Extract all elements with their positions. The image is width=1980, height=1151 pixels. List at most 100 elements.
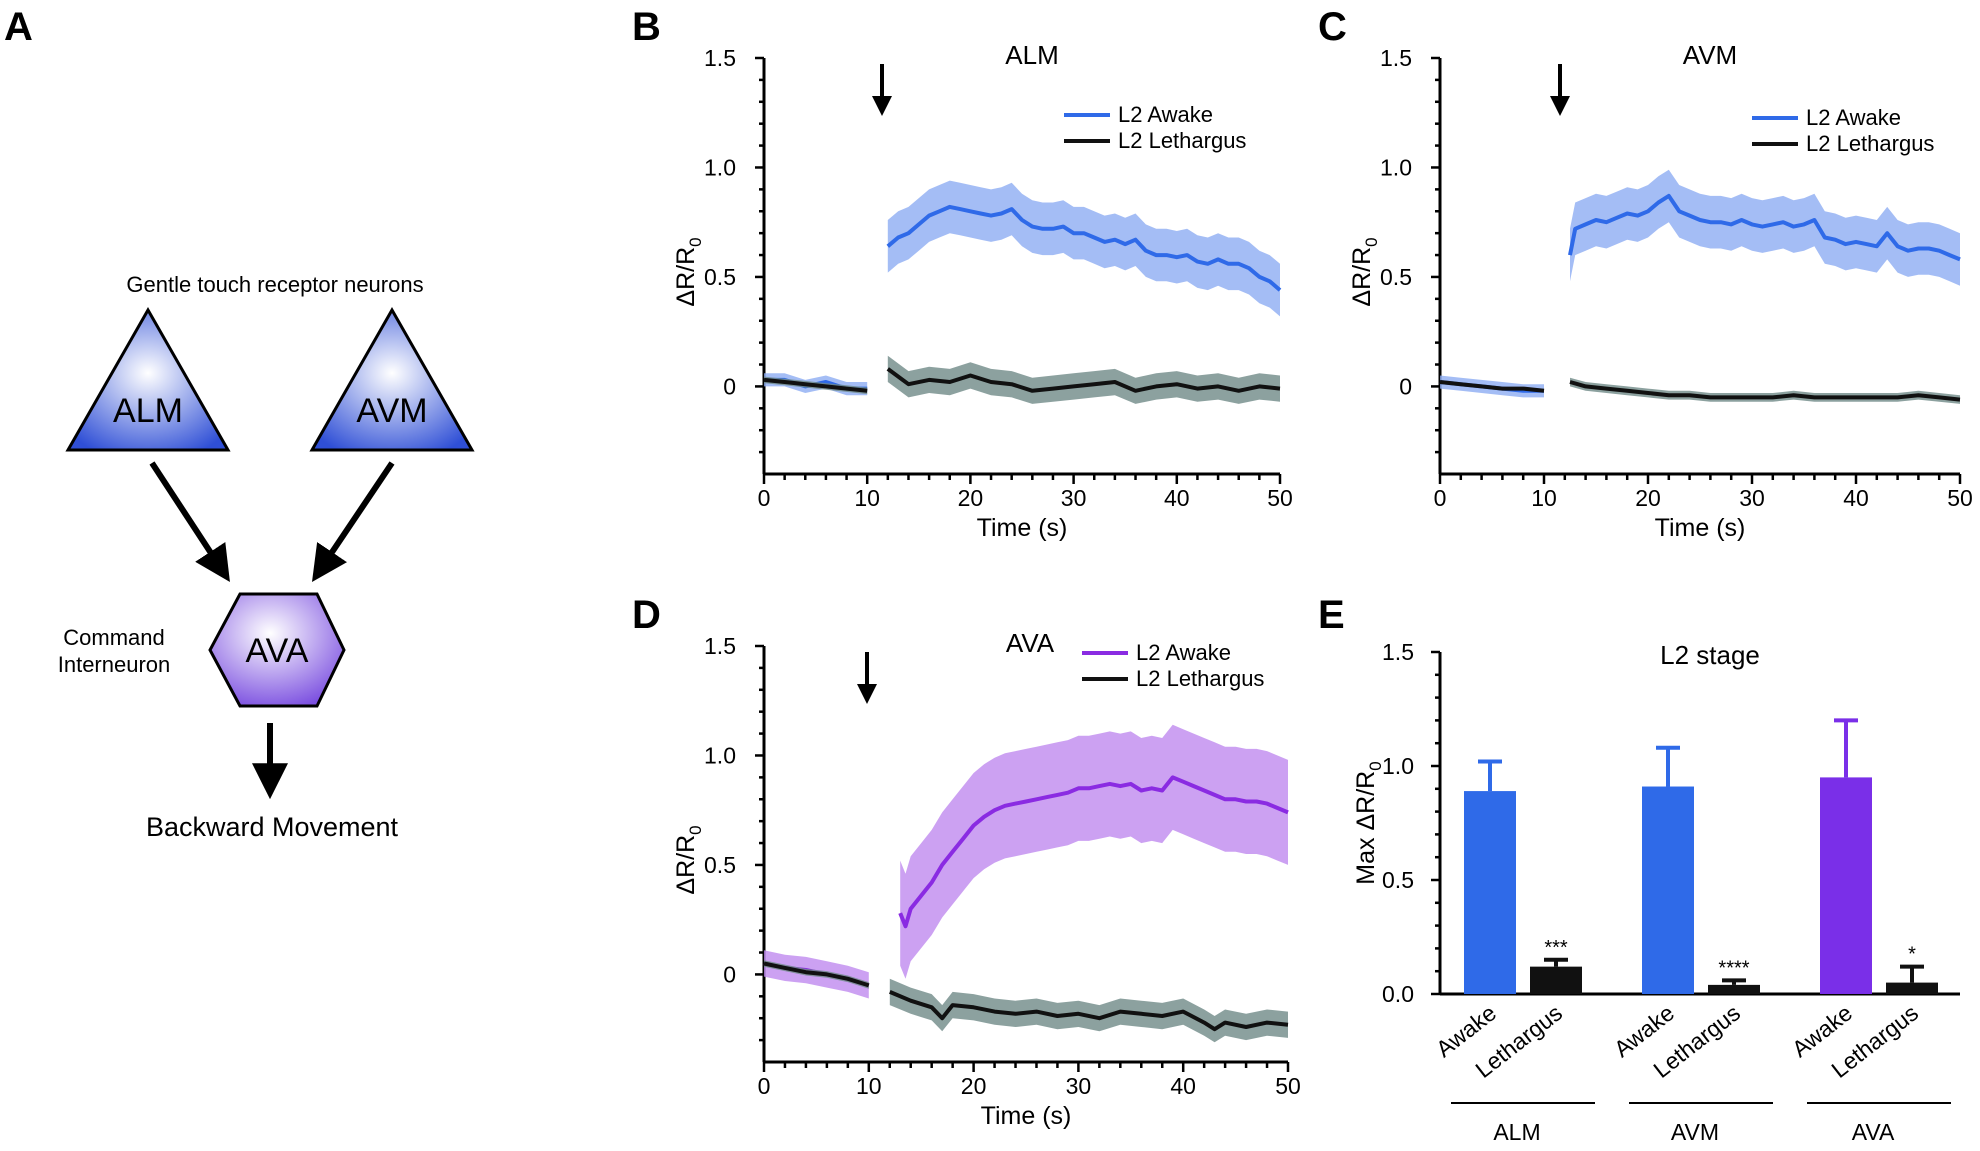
x-tick-label: 10 [1531, 485, 1557, 511]
avm-to-ava-arrow [311, 461, 395, 582]
alm-node-label: ALM [113, 392, 183, 430]
receptor-title: Gentle touch receptor neurons [126, 272, 423, 297]
y-tick-label: 1.0 [1380, 154, 1412, 180]
significance-label: * [1908, 944, 1916, 966]
avm-neuron-triangle [309, 306, 475, 452]
y-tick-label: 1.0 [704, 154, 736, 180]
x-tick-label: 50 [1947, 485, 1973, 511]
series-line [898, 775, 1289, 929]
x-tick-label: 20 [958, 485, 984, 511]
significance-label: **** [1718, 957, 1749, 979]
group-label: ALM [1493, 1119, 1540, 1145]
y-tick-label: 1.0 [704, 742, 736, 768]
avm-chart: 0 0.5 1.0 1.5 0 10 20 30 40 50 Time (s) ΔR/R0 AVM L2 … [1348, 40, 1973, 542]
x-tick-label: 20 [1635, 485, 1661, 511]
group-label: AVM [1671, 1119, 1719, 1145]
panel-letter-c: C [1318, 5, 1347, 49]
x-tick-label: 50 [1275, 1073, 1301, 1099]
y-tick-label: 1.5 [1380, 45, 1412, 71]
legend-label: L2 Awake [1118, 102, 1213, 127]
y-tick-label: 0.5 [704, 264, 736, 290]
series-line [886, 204, 1282, 292]
series-line [886, 367, 1281, 393]
series-error-band [900, 724, 1288, 979]
chart-title: L2 stage [1660, 640, 1760, 670]
alm-chart: 0 0.5 1.0 1.5 0 10 20 30 40 50 Time (s) ΔR/R0 ALM L2 … [672, 40, 1293, 542]
chart-title: ALM [1005, 40, 1058, 70]
y-axis-subscript: 0 [686, 237, 705, 246]
series-line [1439, 380, 1545, 393]
bar [1886, 982, 1938, 994]
output-label: Backward Movement [146, 812, 399, 842]
ava-interneuron-hexagon [208, 592, 346, 708]
x-tick-label: 10 [856, 1073, 882, 1099]
x-tick-label: 30 [1061, 485, 1087, 511]
y-axis-subscript: 0 [1366, 761, 1385, 770]
series-line [889, 990, 1289, 1032]
stimulus-arrow-head [857, 684, 877, 704]
y-axis-title: Max ΔR/R0 [1352, 761, 1385, 884]
bar [1708, 984, 1760, 994]
x-tick-label: 20 [961, 1073, 987, 1099]
series-line [1569, 380, 1961, 402]
bar [1530, 966, 1582, 994]
y-axis-subscript: 0 [686, 825, 705, 834]
command-label-line2: Interneuron [58, 652, 171, 677]
y-axis-subscript: 0 [1362, 237, 1381, 246]
bar [1464, 791, 1516, 994]
panel-letter-a: A [4, 5, 33, 49]
x-tick-label: 0 [758, 1073, 771, 1099]
y-tick-label: 0 [723, 373, 736, 399]
x-tick-label: 40 [1170, 1073, 1196, 1099]
alm-to-ava-arrow [149, 461, 230, 583]
ava-chart: 0 0.5 1.0 1.5 0 10 20 30 40 50 Time (s) ΔR/R0 AVA L2 … [672, 628, 1301, 1130]
legend-label: L2 Lethargus [1136, 666, 1264, 691]
y-tick-label: 0.5 [1382, 867, 1414, 893]
x-axis-title: Time (s) [977, 514, 1068, 542]
x-tick-label: 40 [1164, 485, 1190, 511]
legend-label: L2 Lethargus [1118, 128, 1246, 153]
series-line [763, 961, 870, 988]
panel-letter-b: B [632, 5, 661, 49]
legend-label: L2 Lethargus [1806, 131, 1934, 156]
x-tick-label: 40 [1843, 485, 1869, 511]
series-error-band [889, 978, 1288, 1043]
series-line [763, 377, 868, 393]
x-tick-label: 0 [1434, 485, 1447, 511]
bar [1642, 786, 1694, 994]
y-tick-label: 1.0 [1382, 753, 1414, 779]
y-tick-label: 0 [723, 961, 736, 987]
y-tick-label: 1.5 [704, 633, 736, 659]
group-label: AVA [1852, 1119, 1895, 1145]
y-axis-title: ΔR/R0 [672, 825, 705, 894]
y-tick-label: 1.5 [704, 45, 736, 71]
y-tick-label: 0 [1399, 373, 1412, 399]
series-line [1568, 193, 1961, 262]
panel-a: A Gentle touch receptor neurons ALM AVM … [4, 5, 475, 842]
avm-node-label: AVM [356, 392, 427, 430]
x-axis-title: Time (s) [981, 1102, 1072, 1130]
alm-neuron-triangle [65, 306, 231, 452]
legend-label: L2 Awake [1806, 105, 1901, 130]
stimulus-arrow-head [872, 96, 892, 116]
command-label-line1: Command [63, 625, 164, 650]
y-tick-label: 1.5 [1382, 639, 1414, 665]
x-tick-label: 50 [1267, 485, 1293, 511]
y-tick-label: 0.0 [1382, 981, 1414, 1007]
y-tick-label: 0.5 [704, 852, 736, 878]
x-axis-title: Time (s) [1655, 514, 1746, 542]
significance-label: *** [1544, 937, 1568, 959]
x-tick-label: 10 [854, 485, 880, 511]
chart-title: AVA [1006, 628, 1055, 658]
x-tick-label: 30 [1066, 1073, 1092, 1099]
panel-letter-d: D [632, 593, 661, 637]
x-tick-label: 30 [1739, 485, 1765, 511]
chart-title: AVM [1683, 40, 1737, 70]
series-error-band [887, 355, 1280, 404]
y-tick-label: 0.5 [1380, 264, 1412, 290]
bar [1820, 777, 1872, 994]
panel-letter-e: E [1318, 593, 1345, 637]
y-axis-title: ΔR/R0 [672, 237, 705, 306]
